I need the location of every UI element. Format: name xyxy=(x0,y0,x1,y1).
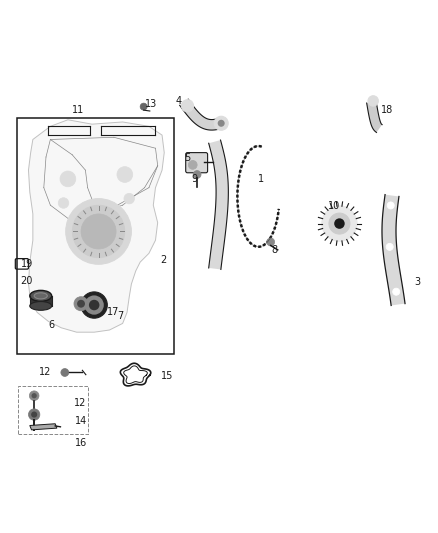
Bar xyxy=(30,296,52,306)
Circle shape xyxy=(214,116,228,130)
Text: 9: 9 xyxy=(192,174,198,184)
Circle shape xyxy=(61,368,69,376)
Text: 5: 5 xyxy=(184,153,191,163)
Text: 12: 12 xyxy=(74,398,87,408)
Circle shape xyxy=(393,288,400,295)
Circle shape xyxy=(140,103,147,110)
Polygon shape xyxy=(367,101,382,132)
Circle shape xyxy=(188,160,197,169)
Circle shape xyxy=(85,295,104,314)
Text: 19: 19 xyxy=(21,260,33,269)
Bar xyxy=(17,118,174,354)
Circle shape xyxy=(66,199,131,264)
Circle shape xyxy=(334,219,345,229)
Circle shape xyxy=(124,193,134,204)
Circle shape xyxy=(89,300,99,310)
Circle shape xyxy=(368,96,378,106)
Circle shape xyxy=(181,100,194,112)
Ellipse shape xyxy=(30,302,52,310)
Circle shape xyxy=(31,411,37,418)
Circle shape xyxy=(218,120,225,127)
Text: 1: 1 xyxy=(258,174,265,184)
Text: 6: 6 xyxy=(49,320,55,330)
Text: 20: 20 xyxy=(21,276,33,286)
Circle shape xyxy=(329,213,350,234)
Text: 18: 18 xyxy=(381,104,393,115)
Polygon shape xyxy=(208,140,228,269)
Circle shape xyxy=(81,214,116,249)
Circle shape xyxy=(386,244,393,251)
Text: 3: 3 xyxy=(414,277,420,287)
Text: 11: 11 xyxy=(72,104,84,115)
Circle shape xyxy=(77,300,85,308)
Polygon shape xyxy=(382,195,405,305)
Circle shape xyxy=(267,238,275,246)
Circle shape xyxy=(193,171,201,179)
Polygon shape xyxy=(180,99,223,130)
Text: 10: 10 xyxy=(328,201,340,211)
Text: 4: 4 xyxy=(176,96,182,106)
Circle shape xyxy=(117,167,133,182)
Ellipse shape xyxy=(34,293,47,299)
Circle shape xyxy=(58,198,69,208)
Circle shape xyxy=(81,292,107,318)
Text: 7: 7 xyxy=(117,311,124,320)
Circle shape xyxy=(29,391,39,400)
Text: 8: 8 xyxy=(272,245,278,255)
Text: 12: 12 xyxy=(39,367,52,377)
Polygon shape xyxy=(28,120,164,332)
Polygon shape xyxy=(30,424,57,430)
Circle shape xyxy=(60,171,76,187)
Text: 16: 16 xyxy=(74,438,87,448)
Circle shape xyxy=(387,202,394,209)
Ellipse shape xyxy=(30,290,52,301)
Text: 2: 2 xyxy=(160,255,166,265)
Circle shape xyxy=(32,393,37,398)
Text: 15: 15 xyxy=(161,371,173,381)
Circle shape xyxy=(322,206,357,241)
Text: 14: 14 xyxy=(74,416,87,426)
Circle shape xyxy=(74,297,88,311)
Circle shape xyxy=(28,409,40,420)
Text: 13: 13 xyxy=(145,100,158,109)
Text: 17: 17 xyxy=(107,308,120,318)
FancyBboxPatch shape xyxy=(186,152,208,173)
Circle shape xyxy=(72,205,125,258)
